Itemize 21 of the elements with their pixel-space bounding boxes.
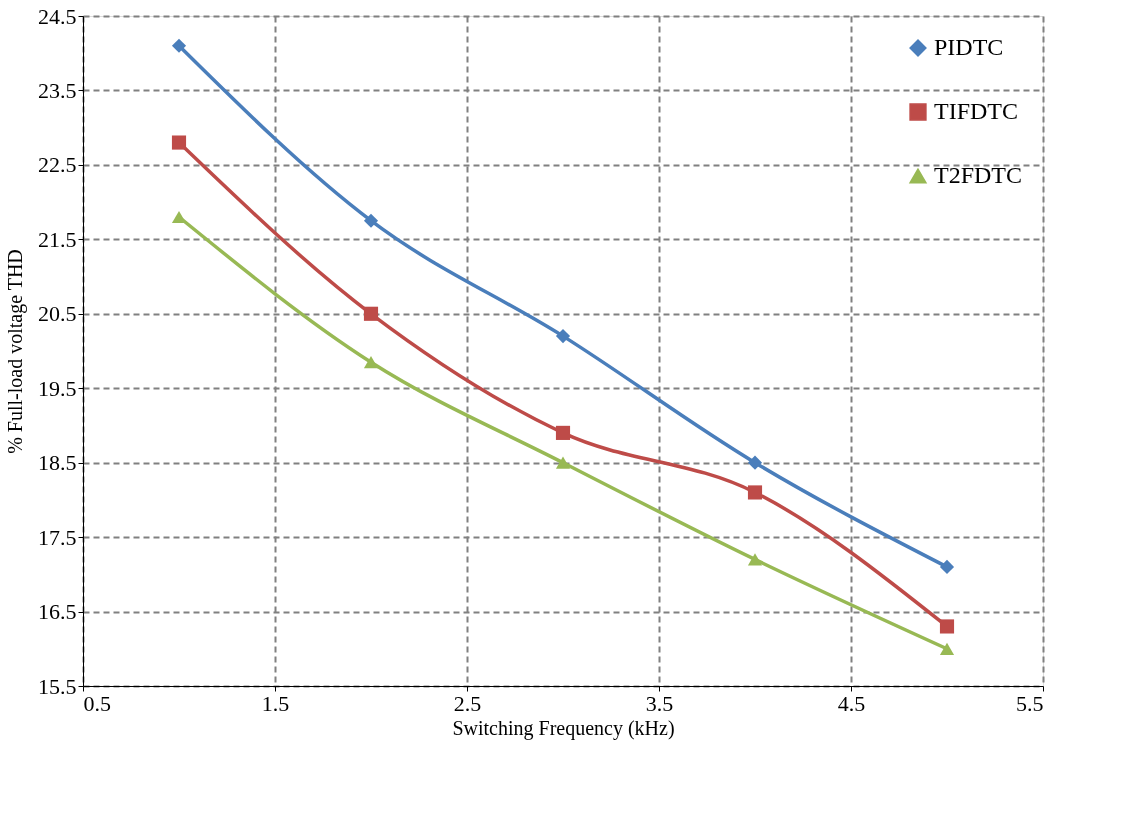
legend-label: TIFDTC xyxy=(934,98,1018,124)
x-tick-label: 5.5 xyxy=(1016,690,1044,716)
legend-label: T2FDTC xyxy=(934,162,1023,188)
y-tick-label: 22.5 xyxy=(38,152,77,178)
y-tick-label: 16.5 xyxy=(38,599,77,625)
y-tick-label: 21.5 xyxy=(38,226,77,252)
legend-label: PIDTC xyxy=(934,34,1004,60)
y-tick-label: 23.5 xyxy=(38,77,77,103)
x-tick-label: 4.5 xyxy=(837,690,866,716)
y-tick-label: 18.5 xyxy=(38,450,77,476)
y-axis-title: % Full-load voltage THD xyxy=(4,249,27,454)
x-tick-label: 3.5 xyxy=(645,690,674,716)
x-tick-label: 1.5 xyxy=(261,690,290,716)
x-tick-label: 0.5 xyxy=(83,690,111,716)
y-tick-label: 17.5 xyxy=(38,524,77,550)
y-tick-label: 24.5 xyxy=(38,3,77,29)
y-tick-label: 20.5 xyxy=(38,301,77,327)
y-tick-label: 19.5 xyxy=(38,375,77,401)
y-tick-label: 15.5 xyxy=(38,673,77,699)
x-tick-label: 2.5 xyxy=(453,690,482,716)
x-axis-title: Switching Frequency (kHz) xyxy=(452,716,675,740)
